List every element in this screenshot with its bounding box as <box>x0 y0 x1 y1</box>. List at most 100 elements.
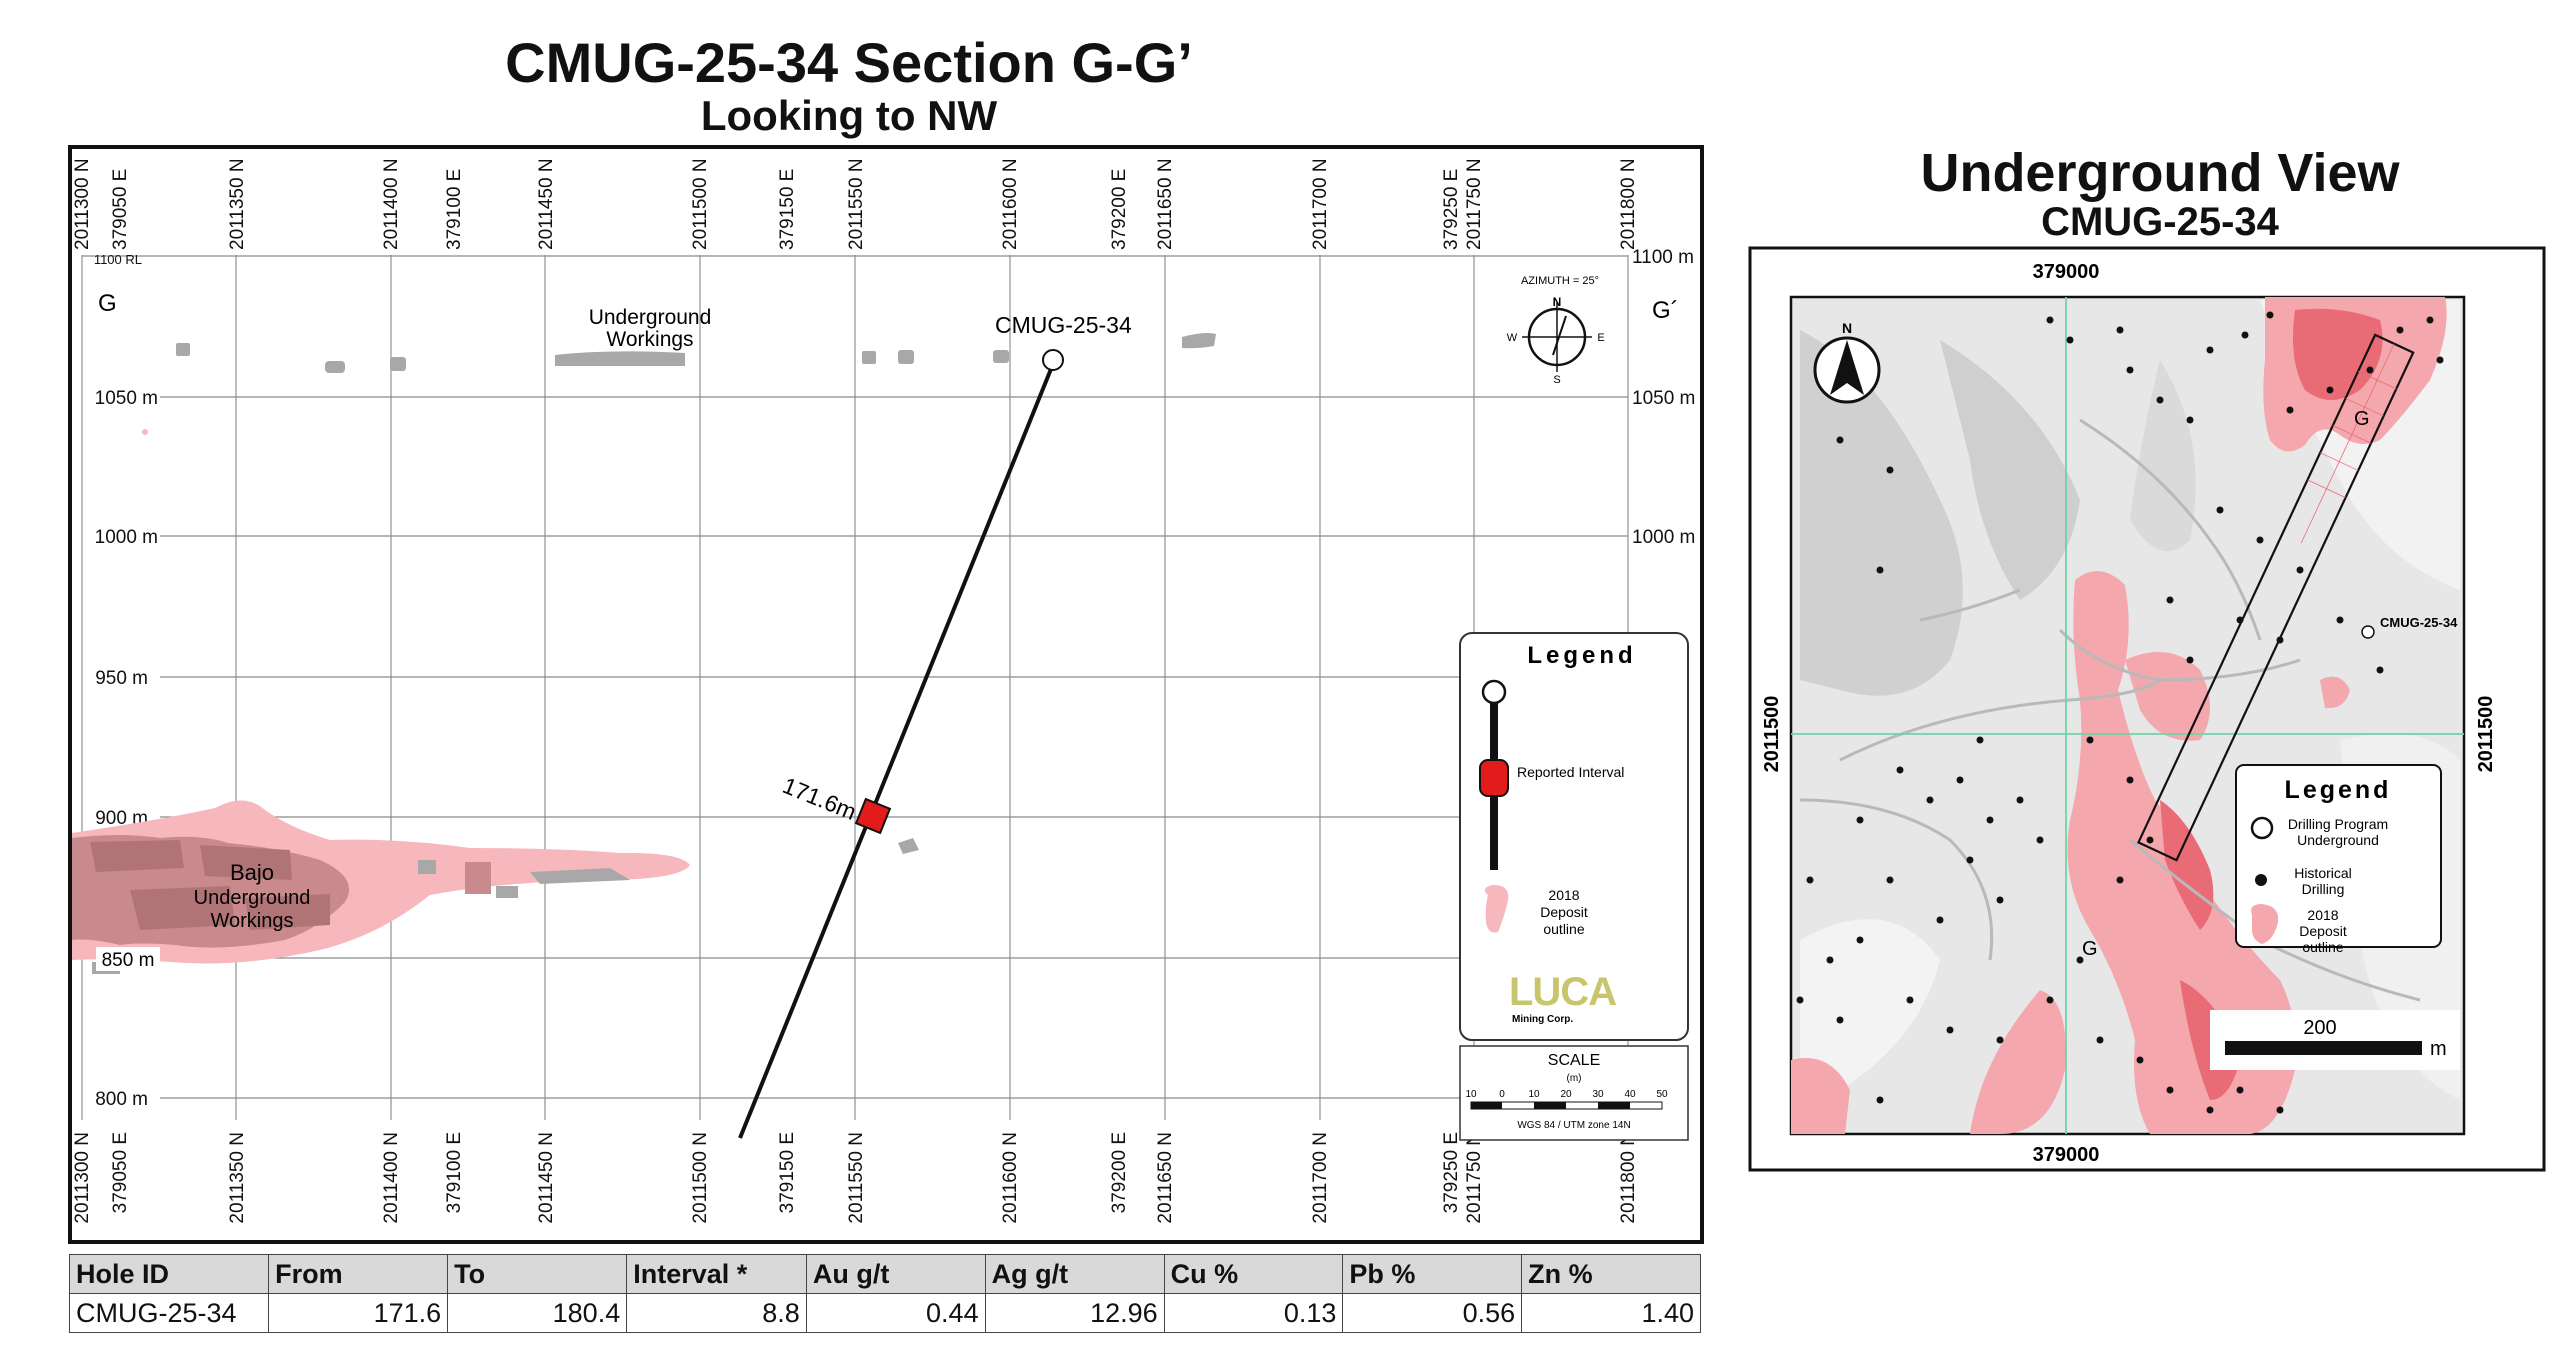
upper-workings <box>176 333 1216 373</box>
elevation-label: 1050 m <box>1632 388 1695 409</box>
grid-label: 2011300 N <box>72 158 93 250</box>
grid-label: 2011400 N <box>381 1132 402 1224</box>
lower-working <box>898 838 919 854</box>
luca-logo: LUCA <box>1509 970 1616 1014</box>
grid-label: 379250 E <box>1441 169 1462 250</box>
elevation-label: 1000 m <box>95 527 158 548</box>
elevation-labels-right: 1100 m 1050 m 1000 m <box>1632 247 1695 548</box>
hole-label: CMUG-25-34 <box>995 312 1132 338</box>
bajo-label: Workings <box>211 910 294 932</box>
table-cell: 180.4 <box>447 1293 628 1333</box>
legend-deposit: outline <box>1543 921 1584 937</box>
deposit-dot <box>142 429 148 435</box>
grid-label: 2011800 N <box>1618 158 1639 250</box>
rl-label: 1100 RL <box>94 252 142 267</box>
table-cell: 171.6 <box>268 1293 449 1333</box>
table-header: Interval * <box>626 1254 807 1294</box>
section-subtitle: Looking to NW <box>700 92 998 139</box>
grid-label: 2011350 N <box>227 1132 248 1224</box>
map-legend-hist-icon <box>2255 874 2267 886</box>
section-panel: 2011300 N 379050 E 2011350 N 2011400 N 3… <box>68 145 1704 1244</box>
scale-tick: 10 <box>1528 1089 1540 1100</box>
map-scale-bar <box>2225 1041 2422 1055</box>
map-scale-bg <box>2210 1010 2460 1070</box>
grid-label: 379050 E <box>110 169 131 250</box>
map-g-top: G <box>2354 408 2370 430</box>
map-g-bottom: G <box>2082 938 2098 960</box>
map-legend-dep: 2018 <box>2307 907 2338 923</box>
scale-unit: (m) <box>1567 1073 1582 1084</box>
scale-tick: 0 <box>1499 1089 1505 1100</box>
scale-tick: 50 <box>1656 1089 1668 1100</box>
grid-label: 2011500 N <box>690 1132 711 1224</box>
scale-datum: WGS 84 / UTM zone 14N <box>1517 1120 1630 1131</box>
map-north-left: 2011500 <box>1761 696 1783 773</box>
underground-view-title: Underground View <box>1920 143 2400 203</box>
hole-collar <box>1042 349 1064 371</box>
table-cell: 0.13 <box>1163 1293 1344 1333</box>
map-legend-hist: Drilling <box>2302 881 2345 897</box>
map-scale-value: 200 <box>2303 1017 2336 1039</box>
underground-view-panel: CMUG-25-34 G G 379000 379000 2011500 201… <box>1748 246 2546 1172</box>
compass-w: W <box>1507 332 1518 344</box>
bajo-label: Underground <box>194 887 311 909</box>
section-title: CMUG-25-34 Section G-G’ <box>505 31 1193 94</box>
section-g-right: G´ <box>1652 297 1679 324</box>
scale-tick: 20 <box>1560 1089 1572 1100</box>
table-header: Zn % <box>1521 1254 1701 1294</box>
grid-label: 2011600 N <box>1000 1132 1021 1224</box>
map-hole-label: CMUG-25-34 <box>2380 615 2458 630</box>
section-horizontal-grid <box>82 255 1628 1099</box>
legend-title: Legend <box>1527 642 1636 669</box>
section-frame <box>68 145 1704 1244</box>
elevation-label: 1100 m <box>1632 247 1694 268</box>
grid-label: 2011700 N <box>1310 1132 1331 1224</box>
map-legend-deposit-icon <box>2251 904 2279 944</box>
north-arrow-label: N <box>1842 320 1852 336</box>
reported-interval-marker <box>854 797 892 835</box>
table-header: Au g/t <box>805 1254 986 1294</box>
luca-logo-sub: Mining Corp. <box>1512 1014 1573 1025</box>
grid-label: 2011750 N <box>1464 1132 1485 1224</box>
table-header: To <box>447 1254 628 1294</box>
map-legend-hist: Historical <box>2294 865 2352 881</box>
scale-tick: 30 <box>1592 1089 1604 1100</box>
north-arrow-icon: N <box>1813 320 1881 404</box>
grid-label: 2011400 N <box>381 158 402 250</box>
section-g-left: G <box>98 290 117 317</box>
scale-title: SCALE <box>1548 1052 1600 1069</box>
grid-label: 379050 E <box>110 1132 131 1213</box>
map-north-right: 2011500 <box>2475 696 2497 773</box>
grid-label: 2011600 N <box>1000 158 1021 250</box>
grid-label: 2011800 N <box>1618 1132 1639 1224</box>
grid-label: 379200 E <box>1109 169 1130 250</box>
elevation-label: 1000 m <box>1632 527 1695 548</box>
workings-label: Underground <box>589 306 712 329</box>
table-cell: 1.40 <box>1521 1293 1701 1333</box>
table-header: Pb % <box>1342 1254 1523 1294</box>
table-cell: 0.56 <box>1342 1293 1523 1333</box>
table-header: Ag g/t <box>984 1254 1165 1294</box>
grid-label: 379150 E <box>777 1132 798 1213</box>
table-cell: 12.96 <box>984 1293 1165 1333</box>
table-cell: CMUG-25-34 <box>68 1293 270 1333</box>
elevation-label: 1050 m <box>95 388 158 409</box>
bajo-label: Bajo <box>230 860 274 885</box>
table-row: CMUG-25-34 171.6 180.4 8.8 0.44 12.96 0.… <box>68 1293 1701 1333</box>
map-legend-drill: Drilling Program <box>2288 816 2388 832</box>
table-header: From <box>268 1254 449 1294</box>
legend-deposit: Deposit <box>1540 904 1588 920</box>
table-cell: 8.8 <box>626 1293 807 1333</box>
map-east-top: 379000 <box>2033 261 2100 283</box>
legend-deposit-icon <box>1484 884 1509 933</box>
table-cell: 0.44 <box>805 1293 986 1333</box>
legend-deposit: 2018 <box>1548 887 1579 903</box>
grid-label: 2011350 N <box>227 158 248 250</box>
compass-azimuth: AZIMUTH = 25° <box>1521 275 1599 287</box>
compass-e: E <box>1597 332 1604 344</box>
map-scale-unit: m <box>2430 1038 2447 1060</box>
grid-label: 2011550 N <box>846 158 867 250</box>
elevation-labels-left: 1100 RL 1050 m 1000 m 950 m 900 m 850 m … <box>94 252 158 1110</box>
elevation-850-box <box>96 947 160 971</box>
compass-s: S <box>1553 374 1560 386</box>
